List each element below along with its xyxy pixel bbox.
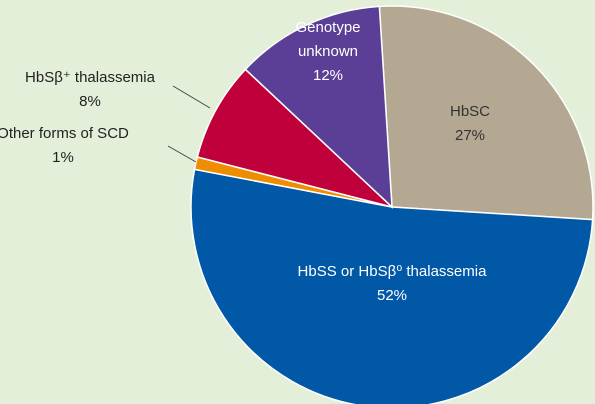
slice-value-label: 8% [79, 93, 101, 110]
slice-value-label: 27% [455, 127, 485, 144]
pie-slice [196, 68, 393, 208]
slice-value-label: 1% [52, 149, 74, 166]
slice-value-label: 52% [377, 287, 407, 304]
slice-label: HbSC [450, 103, 490, 120]
pie-slice [378, 5, 594, 221]
leader-line [172, 85, 211, 109]
slice-label: HbSS or HbSβ⁰ thalassemia [298, 263, 488, 280]
pie-slice [190, 168, 594, 404]
slice-label: HbSβ⁺ thalassemia [25, 69, 156, 86]
pie-slice [244, 5, 393, 209]
slice-label: Other forms of SCD [0, 125, 129, 142]
leader-line [167, 145, 197, 163]
slice-value-label: 12% [313, 67, 343, 84]
slice-label: Genotype unknown [295, 19, 360, 60]
